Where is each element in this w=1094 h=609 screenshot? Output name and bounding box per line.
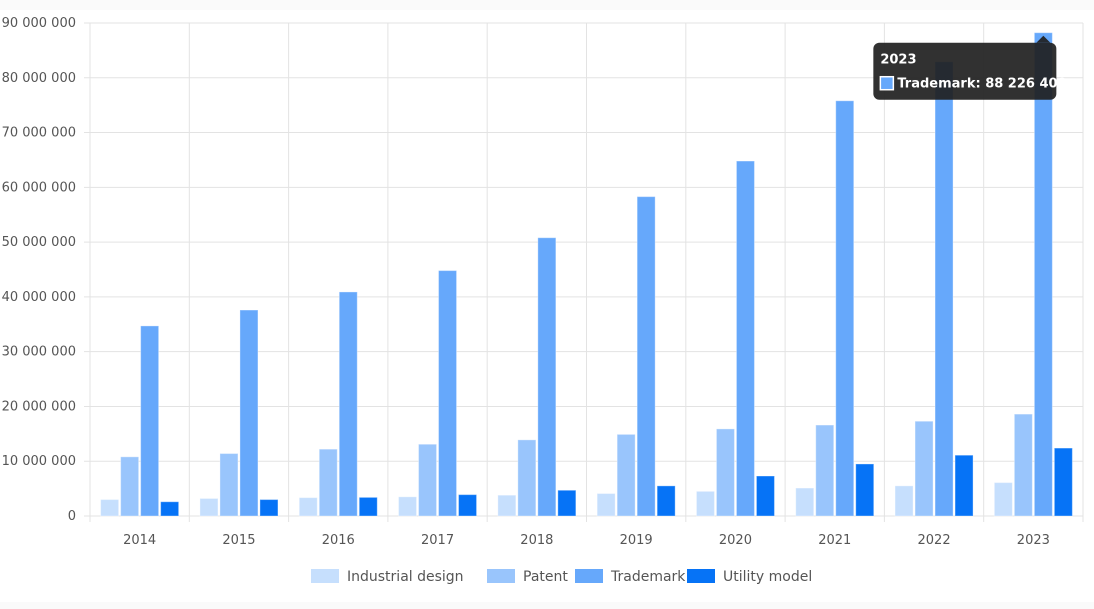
legend-label: Utility model (723, 569, 812, 585)
bar-trademark-2021[interactable] (835, 100, 855, 517)
bar-patent-2015[interactable] (219, 453, 239, 517)
legend-item-industrial-design[interactable]: Industrial design (311, 569, 464, 585)
legend-label: Industrial design (347, 569, 464, 585)
tooltip: 2023 Trademark: 88 226 400 (873, 35, 1067, 100)
bar-patent-2023[interactable] (1013, 413, 1033, 517)
x-tick-label: 2018 (520, 533, 553, 548)
grid-layer (84, 22, 1084, 522)
legend-swatch (687, 569, 715, 583)
bar-patent-2014[interactable] (120, 456, 140, 517)
y-tick-label: 50 000 000 (2, 235, 76, 250)
bar-utility-model-2017[interactable] (458, 494, 478, 517)
bar-utility-model-2014[interactable] (160, 501, 180, 517)
y-tick-label: 40 000 000 (2, 290, 76, 305)
y-tick-label: 20 000 000 (2, 399, 76, 414)
bar-utility-model-2022[interactable] (954, 454, 974, 517)
bar-utility-model-2021[interactable] (855, 463, 875, 517)
bar-chart: 0 10 000 000 20 000 000 30 000 000 40 000 00… (0, 10, 1094, 602)
y-tick-label: 60 000 000 (2, 180, 76, 195)
bar-utility-model-2020[interactable] (755, 475, 775, 517)
y-axis: 0 10 000 000 20 000 000 30 000 000 40 000 00… (2, 16, 76, 524)
bar-industrial-design-2014[interactable] (100, 499, 120, 517)
bar-patent-2017[interactable] (418, 443, 438, 517)
legend-label: Patent (523, 569, 568, 585)
bars-layer (100, 32, 1073, 517)
chart-svg: 0 10 000 000 20 000 000 30 000 000 40 000 00… (2, 16, 1084, 585)
bar-utility-model-2019[interactable] (656, 485, 676, 517)
bar-patent-2019[interactable] (616, 433, 636, 517)
tooltip-title: 2023 (880, 53, 916, 68)
legend-item-utility-model[interactable]: Utility model (687, 569, 812, 585)
bar-utility-model-2016[interactable] (358, 496, 378, 517)
y-tick-label: 30 000 000 (2, 345, 76, 360)
legend: Industrial design Patent Trademark Utility … (311, 569, 812, 585)
bar-trademark-2014[interactable] (140, 325, 160, 517)
bar-industrial-design-2017[interactable] (398, 496, 418, 517)
bar-trademark-2018[interactable] (537, 237, 557, 517)
legend-item-patent[interactable]: Patent (487, 569, 568, 585)
x-tick-label: 2020 (719, 533, 752, 548)
bar-utility-model-2018[interactable] (557, 489, 577, 517)
y-tick-label: 90 000 000 (2, 16, 76, 31)
x-tick-label: 2022 (918, 533, 951, 548)
bar-industrial-design-2016[interactable] (298, 497, 318, 517)
bar-trademark-2022[interactable] (934, 61, 954, 517)
legend-label: Trademark (610, 569, 686, 585)
legend-item-trademark[interactable]: Trademark (575, 569, 686, 585)
bar-patent-2018[interactable] (517, 439, 537, 517)
bar-trademark-2019[interactable] (636, 196, 656, 517)
bar-patent-2022[interactable] (914, 420, 934, 517)
bar-industrial-design-2018[interactable] (497, 494, 517, 517)
y-tick-label: 70 000 000 (2, 126, 76, 141)
bar-utility-model-2015[interactable] (259, 499, 279, 517)
bar-patent-2020[interactable] (715, 428, 735, 517)
bar-utility-model-2023[interactable] (1053, 447, 1073, 517)
bar-trademark-2017[interactable] (438, 270, 458, 517)
bar-industrial-design-2023[interactable] (993, 482, 1013, 517)
x-tick-label: 2014 (123, 533, 156, 548)
x-axis: 2014 2015 2016 2017 2018 2019 2020 2021 2022 2023 (123, 533, 1050, 548)
bar-industrial-design-2020[interactable] (695, 490, 715, 517)
x-tick-label: 2019 (620, 533, 653, 548)
bar-industrial-design-2022[interactable] (894, 485, 914, 517)
y-tick-label: 80 000 000 (2, 71, 76, 86)
bar-patent-2016[interactable] (318, 448, 338, 517)
legend-swatch (311, 569, 339, 583)
bar-industrial-design-2019[interactable] (596, 493, 616, 517)
tooltip-box: 2023 Trademark: 88 226 400 (873, 35, 1067, 100)
x-tick-label: 2015 (222, 533, 255, 548)
tooltip-background (873, 42, 1057, 100)
legend-swatch (487, 569, 515, 583)
bar-trademark-2016[interactable] (338, 291, 358, 517)
y-tick-label: 0 (68, 509, 76, 524)
x-tick-label: 2021 (818, 533, 851, 548)
x-tick-label: 2016 (322, 533, 355, 548)
y-tick-label: 10 000 000 (2, 454, 76, 469)
bar-industrial-design-2021[interactable] (795, 487, 815, 517)
bar-trademark-2020[interactable] (735, 160, 755, 517)
legend-swatch (575, 569, 603, 583)
x-tick-label: 2023 (1017, 533, 1050, 548)
tooltip-value: Trademark: 88 226 400 (897, 77, 1066, 92)
tooltip-swatch (879, 75, 895, 91)
tooltip-caret (1036, 35, 1051, 43)
x-tick-label: 2017 (421, 533, 454, 548)
bar-trademark-2015[interactable] (239, 309, 259, 517)
bar-patent-2021[interactable] (815, 424, 835, 517)
bar-industrial-design-2015[interactable] (199, 497, 219, 517)
bar-trademark-2023[interactable] (1033, 32, 1053, 517)
